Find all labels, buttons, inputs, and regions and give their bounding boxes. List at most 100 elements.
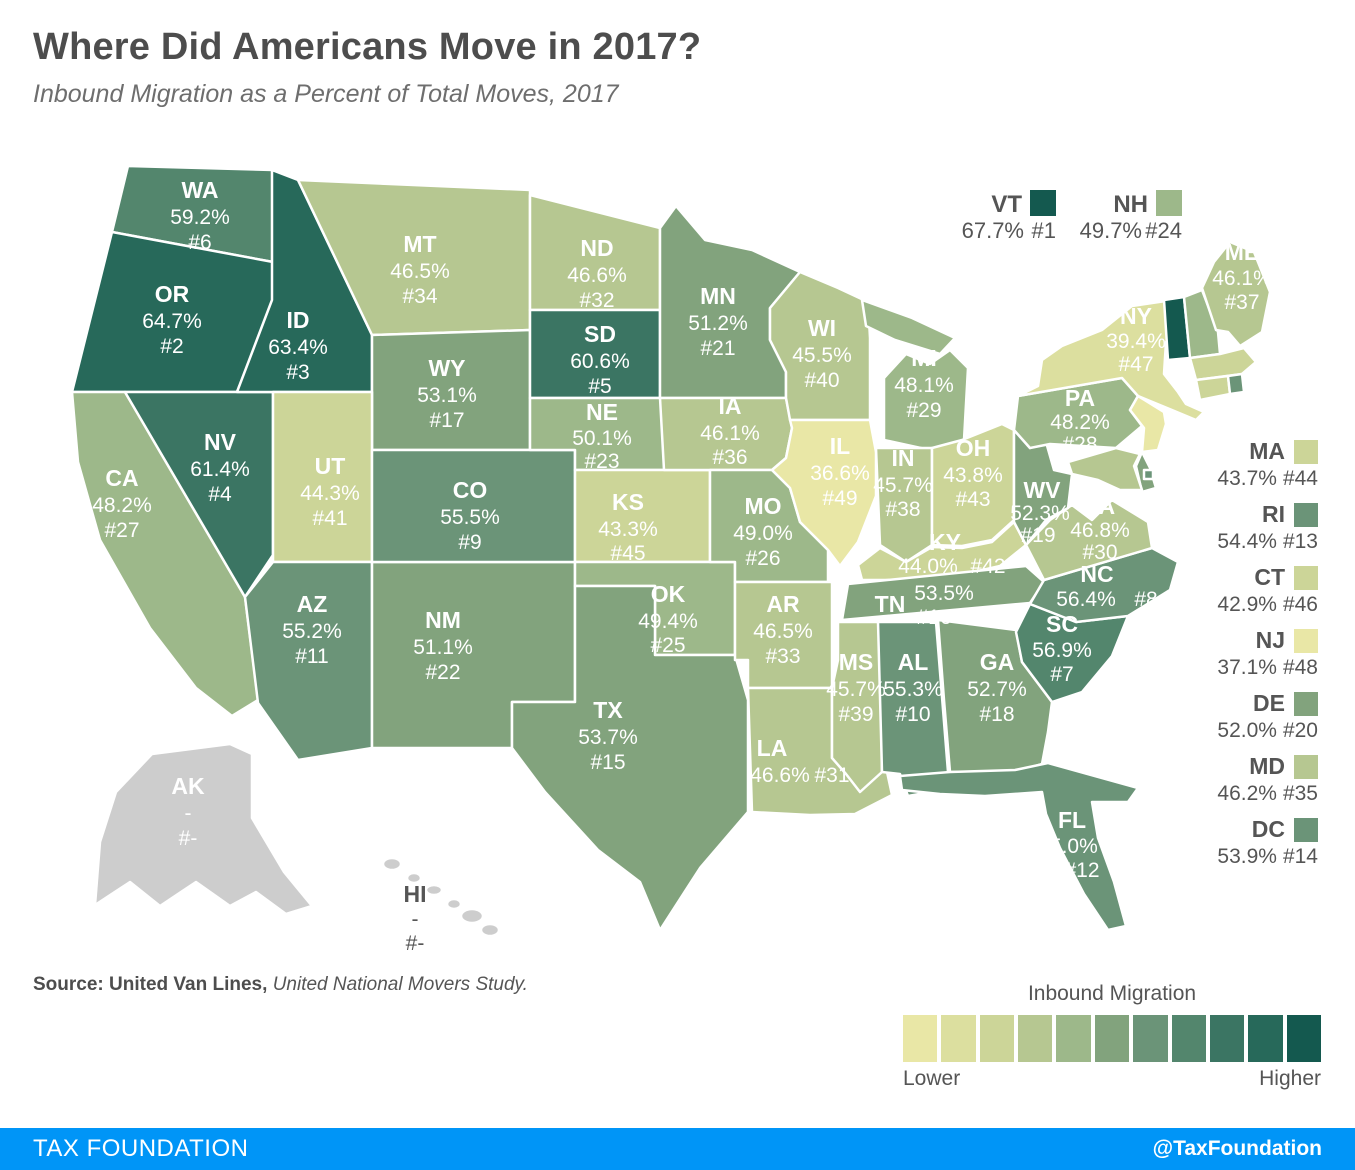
nh-legend-value: 49.7% #24 [1080,218,1182,243]
label-hi: HI -#- [404,881,427,955]
label-mi: MI 48.1% #29 [894,345,954,422]
color-swatch [1294,817,1318,842]
label-wa: WA 59.2% #6 [170,177,230,254]
legend-swatch-1 [941,1015,976,1062]
state-mi-upper [860,298,957,356]
state-hi [381,856,501,938]
legend-higher-label: Higher [1259,1067,1321,1090]
state-value: 52.0% #20 [1217,719,1318,742]
label-wi: WI 45.5% #40 [792,315,852,392]
label-tx: TX 53.7% #15 [578,697,638,774]
label-ga: GA 52.7% #18 [967,649,1027,726]
label-sd: SD 60.6% #5 [570,321,630,398]
legend-title: Inbound Migration [1027,982,1197,1005]
footer-brand: TAX FOUNDATION [33,1135,249,1162]
color-swatch [1294,502,1318,527]
label-ia: IA 46.1% #36 [700,393,760,469]
label-sc: SC 56.9% #7 [1032,611,1092,686]
state-value: 43.7% #44 [1217,467,1318,490]
state-md [1066,446,1144,492]
state-value: 54.4% #13 [1217,530,1318,553]
label-ar: AR 46.5% #33 [753,591,813,668]
side-legend-item-ri: RI 54.4% #13 [1118,501,1318,554]
state-nj [1128,394,1168,454]
state-fl [898,761,1140,932]
vt-legend-swatch [1030,190,1056,216]
label-pa: PA 48.2% #28 [1050,385,1110,456]
label-id: ID 63.4% #3 [268,307,328,384]
state-abbr: NJ [1255,627,1285,653]
side-legend-item-md: MD 46.2% #35 [1118,753,1318,806]
side-legend-item-nj: NJ 37.1% #48 [1118,627,1318,680]
state-value: 53.9% #14 [1217,845,1318,868]
label-ak: AK -#- [171,773,205,850]
source-name: United Van Lines, [109,974,268,995]
label-nd: ND 46.6% #32 [567,235,627,312]
label-nm: NM 51.1% #22 [413,607,473,684]
source-label: Source: [33,974,104,995]
label-ny: NY 39.4% #47 [1106,303,1166,376]
legend-swatch-6 [1133,1015,1168,1062]
legend-swatch-7 [1171,1015,1206,1062]
small-states-legend: MA 43.7% #44 RI 54.4% #13 CT 42.9% #46 NJ 3… [1118,438,1318,879]
label-il: IL 36.6% #49 [810,433,870,510]
label-nv: NV 61.4% #4 [190,429,250,506]
label-ks: KS 43.3% #45 [598,489,658,565]
legend-swatch-0 [903,1015,938,1062]
state-dc [1142,468,1155,481]
state-value: 42.9% #46 [1217,593,1318,616]
side-legend-item-de: DE 52.0% #20 [1118,690,1318,743]
label-ne: NE 50.1% #23 [572,399,632,473]
side-legend-item-ma: MA 43.7% #44 [1118,438,1318,491]
legend-swatch-3 [1018,1015,1053,1062]
label-fl: FL 55.0% #12 [1038,807,1099,882]
label-al: AL 55.3% #10 [883,649,943,726]
page-subtitle: Inbound Migration as a Percent of Total … [33,80,619,108]
state-me [1200,240,1272,348]
label-or: OR 64.7% #2 [142,281,202,358]
label-in: IN 45.7% #38 [873,445,933,521]
legend-swatch-8 [1209,1015,1245,1062]
label-co: CO 55.5% #9 [440,477,500,554]
nh-legend-abbr: NH [1113,191,1148,218]
label-wv: WV 52.3% #19 [1010,477,1070,547]
color-swatch [1294,754,1318,779]
label-nc: NC 56.4% #8 [1056,561,1157,611]
color-swatch [1294,439,1318,464]
source-line: Source: United Van Lines, United Nationa… [33,974,528,996]
color-swatch [1294,628,1318,653]
legend-swatch-4 [1056,1015,1091,1062]
state-abbr: MD [1249,753,1285,779]
state-abbr: MA [1249,438,1285,464]
label-ky: KY 44.0% #42 [898,529,1005,578]
label-wy: WY 53.1% #17 [417,355,477,432]
state-ny [1016,296,1206,422]
legend-swatch-2 [979,1015,1015,1062]
label-tn: TN 53.5% #16 [875,582,974,629]
legend-swatch-10 [1286,1015,1321,1062]
state-nh [1182,288,1222,360]
color-scale-legend: Inbound Migration Lower Higher [903,982,1321,1091]
label-az: AZ 55.2% #11 [282,591,342,668]
label-ut: UT 44.3% #41 [300,453,360,530]
footer-twitter-handle[interactable]: @TaxFoundation [1152,1137,1322,1160]
legend-lower-label: Lower [903,1067,961,1090]
state-nc [1028,546,1180,624]
state-ak [93,742,314,916]
source-study: United National Movers Study. [272,974,528,995]
legend-swatch-9 [1248,1015,1283,1062]
label-va: VA 46.8% #30 [1070,493,1130,564]
nh-legend-swatch [1156,190,1182,216]
label-la: LA 46.6% #31 [750,735,849,787]
label-oh: OH 43.8% #43 [943,435,1003,511]
state-abbr: DC [1251,816,1285,842]
state-abbr: CT [1254,564,1285,590]
vt-nh-callout-legend: VT 67.7% #1 NH 49.7% #24 [962,190,1182,243]
state-abbr: RI [1262,501,1285,527]
state-tx [510,584,750,932]
page-title: Where Did Americans Move in 2017? [33,26,702,68]
label-me: ME 46.1% #37 [1212,239,1272,314]
label-mo: MO 49.0% #26 [733,493,793,570]
